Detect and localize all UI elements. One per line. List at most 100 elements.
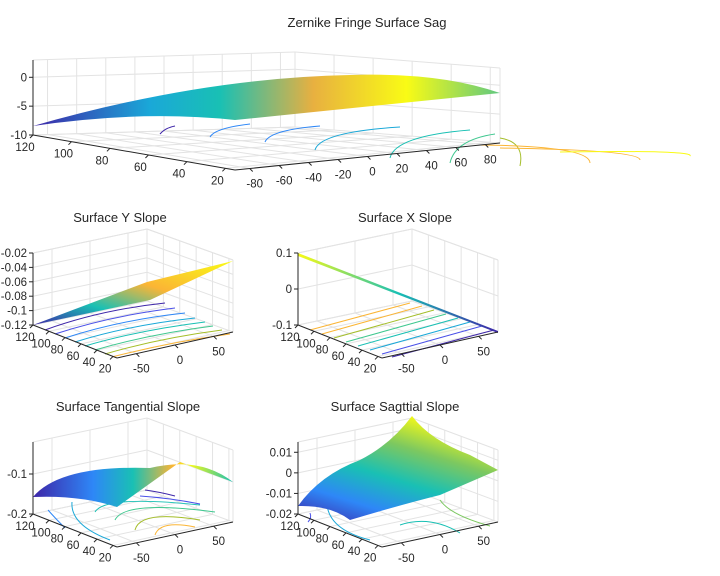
- y-tick-label: 120: [280, 332, 299, 344]
- x-tick: [426, 150, 430, 154]
- x-tick-label: 50: [477, 346, 490, 358]
- z-tick-label: -0.02: [266, 509, 292, 521]
- y-tick-label: 100: [296, 527, 315, 539]
- z-tick-label: -5: [17, 101, 27, 113]
- z-tick-label: -0.1: [7, 306, 27, 318]
- z-tick-label: 0.1: [276, 248, 292, 260]
- contour-line: [64, 312, 186, 339]
- x-tick: [135, 353, 140, 358]
- y-axis: [32, 134, 236, 171]
- y-axis: [32, 324, 118, 359]
- z-tick-label: -0.01: [266, 488, 292, 500]
- y-tick-label: 20: [99, 363, 112, 375]
- subplot-title: Surface Sagttial Slope: [331, 399, 460, 414]
- y-tick: [145, 154, 149, 159]
- y-tick-label: 100: [54, 149, 73, 161]
- x-tick-label: 0: [177, 545, 183, 557]
- y-tick: [222, 167, 226, 172]
- y-tick: [106, 147, 111, 152]
- x-tick: [367, 156, 371, 160]
- z-tick-label: -0.08: [1, 291, 27, 303]
- y-tick: [374, 356, 379, 360]
- y-tick: [93, 349, 98, 354]
- x-tick-label: -20: [335, 170, 352, 182]
- z-tick-label: -0.1: [7, 469, 27, 481]
- y-tick: [45, 330, 50, 335]
- x-tick: [337, 159, 342, 163]
- y-tick: [45, 519, 50, 524]
- y-axis: [297, 513, 383, 548]
- gridline: [105, 132, 309, 163]
- x-tick: [400, 542, 405, 547]
- x-tick-label: -50: [398, 364, 415, 376]
- y-tick: [358, 538, 363, 543]
- x-tick-label: 0: [442, 545, 448, 557]
- z-tick-label: -0.2: [7, 509, 27, 521]
- contour-line: [314, 126, 401, 151]
- y-tick: [109, 545, 114, 549]
- gridline: [32, 228, 148, 254]
- x-tick: [439, 344, 444, 349]
- y-tick: [342, 343, 347, 348]
- contour-line: [94, 500, 201, 513]
- contour-line: [389, 129, 471, 159]
- y-tick-label: 120: [15, 332, 34, 344]
- x-tick-label: -40: [305, 173, 322, 185]
- y-tick: [77, 532, 82, 537]
- contour-line: [381, 325, 483, 355]
- contour-line: [71, 501, 111, 541]
- contour-line: [307, 512, 312, 523]
- y-tick-label: 40: [83, 357, 96, 369]
- x-tick-label: 20: [396, 164, 409, 176]
- x-tick-label: -50: [133, 553, 150, 565]
- x-tick: [213, 525, 218, 530]
- y-tick-label: 100: [31, 338, 50, 350]
- gridline: [146, 228, 234, 261]
- gridline: [193, 129, 398, 154]
- y-tick: [29, 324, 34, 329]
- y-tick-label: 100: [31, 527, 50, 539]
- y-tick-label: 40: [348, 357, 361, 369]
- z-tick-label: 0.01: [270, 447, 292, 459]
- z-tick-label: -10: [10, 130, 27, 142]
- y-tick: [109, 356, 114, 360]
- z-tick-label: -0.06: [1, 277, 27, 289]
- y-tick-label: 120: [15, 521, 34, 533]
- gridline: [280, 126, 486, 145]
- y-tick: [358, 349, 363, 354]
- surface: [33, 74, 500, 126]
- y-tick-label: 60: [332, 540, 345, 552]
- y-tick: [374, 545, 379, 549]
- y-tick: [61, 337, 66, 341]
- gridline: [146, 300, 234, 333]
- gridline: [297, 228, 413, 254]
- contour-line: [54, 307, 176, 335]
- contour-line: [399, 520, 461, 534]
- gridline: [51, 320, 137, 355]
- y-tick: [68, 141, 72, 146]
- gridline: [51, 509, 137, 544]
- gridline: [316, 320, 402, 355]
- y-tick: [29, 134, 34, 139]
- x-tick: [249, 168, 254, 172]
- gridline: [89, 501, 176, 535]
- y-tick: [183, 161, 188, 166]
- y-tick-label: 20: [364, 552, 377, 564]
- contour-line: [333, 309, 435, 339]
- contour-line: [369, 321, 471, 351]
- gridline: [127, 493, 214, 527]
- contour-line: [144, 489, 176, 497]
- gridline: [316, 509, 402, 544]
- x-tick-label: 50: [212, 346, 225, 358]
- gridline: [146, 489, 234, 523]
- x-tick: [455, 147, 460, 151]
- x-tick: [174, 534, 179, 538]
- surface: [298, 416, 498, 520]
- contour-line: [309, 302, 411, 331]
- gridline: [222, 128, 427, 151]
- y-tick-label: 20: [211, 175, 224, 187]
- x-tick: [174, 344, 179, 349]
